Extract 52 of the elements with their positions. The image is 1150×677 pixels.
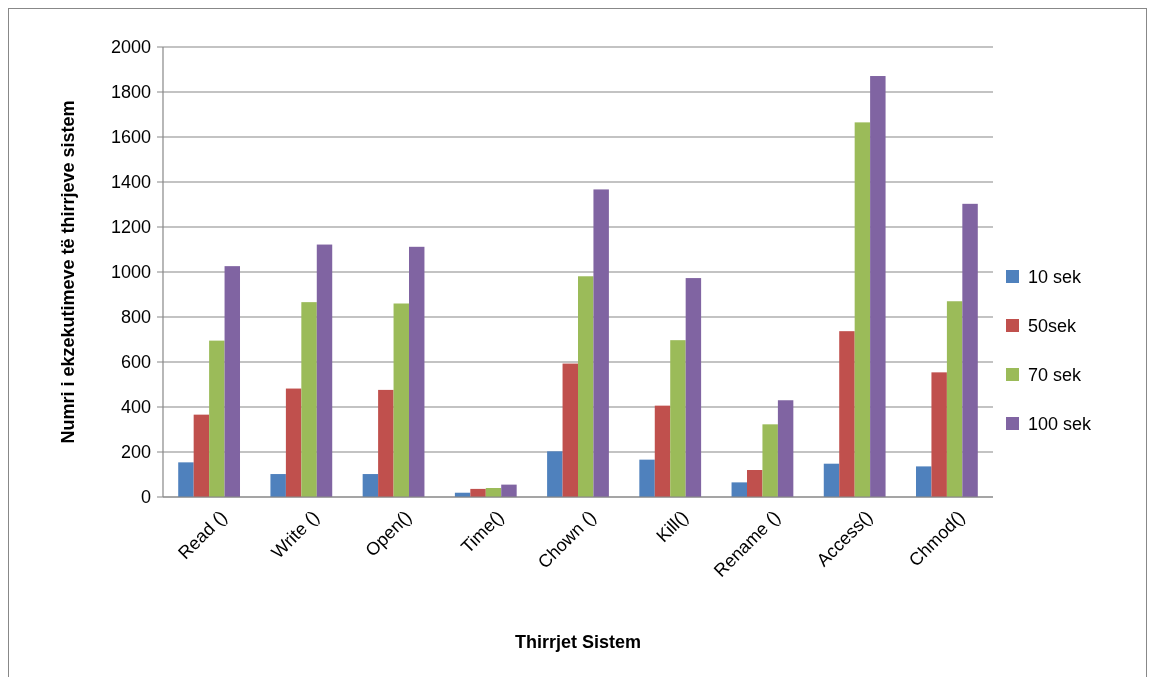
bar xyxy=(178,462,194,497)
bar xyxy=(854,122,871,497)
y-tick-label: 800 xyxy=(120,307,151,328)
bar xyxy=(301,302,317,497)
y-tick-label: 1800 xyxy=(110,82,151,103)
bar xyxy=(946,301,963,497)
bar xyxy=(762,424,778,497)
bar xyxy=(962,203,978,497)
bar xyxy=(470,488,486,497)
bar xyxy=(593,189,609,497)
bar xyxy=(931,372,947,497)
legend-label: 50sek xyxy=(1028,316,1078,337)
y-tick-label: 1400 xyxy=(110,172,151,193)
bar xyxy=(685,278,702,497)
bar xyxy=(378,389,394,497)
bar xyxy=(747,470,763,497)
y-tick-label: 600 xyxy=(120,352,151,373)
bar xyxy=(639,459,655,497)
y-tick-label: 400 xyxy=(120,397,151,418)
bar xyxy=(224,266,241,497)
bar xyxy=(285,388,302,497)
bar xyxy=(316,244,333,497)
bar xyxy=(362,474,379,497)
x-axis-title: Thirrjet Sistem xyxy=(514,632,642,652)
bar xyxy=(839,331,855,497)
legend-label: 10 sek xyxy=(1028,267,1083,288)
bar xyxy=(193,414,210,497)
y-tick-label: 1600 xyxy=(110,127,151,148)
bar xyxy=(547,451,563,497)
y-tick-label: 1000 xyxy=(110,262,151,283)
bar xyxy=(823,463,840,497)
bar xyxy=(654,405,671,497)
bar xyxy=(915,466,932,497)
bar xyxy=(578,276,594,497)
x-tick-label: Kill() xyxy=(652,506,692,547)
bar xyxy=(501,484,517,497)
legend-label: 100 sek xyxy=(1028,414,1093,435)
y-tick-label: 2000 xyxy=(110,37,151,58)
y-tick-label: 0 xyxy=(140,487,151,508)
legend-label: 70 sek xyxy=(1028,365,1083,386)
bar xyxy=(393,303,409,497)
bar xyxy=(731,482,747,497)
bar xyxy=(409,246,425,497)
y-axis-title: Numri i ekzekutimeve të thirrjeve sistem xyxy=(58,100,78,444)
bar xyxy=(777,400,794,497)
bar xyxy=(270,474,286,497)
bar xyxy=(670,340,686,497)
y-tick-label: 200 xyxy=(120,442,151,463)
bar xyxy=(209,340,225,497)
bar xyxy=(870,76,886,497)
bar xyxy=(562,363,578,497)
y-tick-label: 1200 xyxy=(110,217,151,238)
